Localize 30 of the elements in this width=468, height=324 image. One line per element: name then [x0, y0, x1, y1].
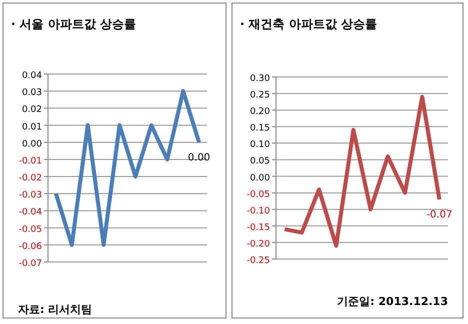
y-tick-label: -0.20 [246, 239, 270, 250]
text: 기준일: 2013.12.13 [337, 295, 448, 308]
y-tick-label: -0.01 [18, 156, 42, 166]
y-tick-label: -0.05 [18, 224, 42, 235]
y-tick-label: 0.10 [250, 140, 270, 150]
y-tick-label: 0.01 [22, 122, 42, 132]
y-tick-label: -0.25 [246, 256, 270, 266]
y-tick-label: -0.04 [18, 208, 42, 218]
chart-title: · 재건축 아파트값 상승률 [240, 17, 378, 31]
y-tick-label: -0.15 [246, 222, 270, 233]
text: 자료: 리서치팀 [18, 303, 92, 316]
y-tick-label: 0.05 [250, 156, 270, 167]
y-tick-label: 0.20 [250, 107, 270, 118]
y-tick-label: 0.02 [22, 105, 42, 116]
y-tick-label: 0.15 [250, 124, 270, 134]
data-label: 0.00 [188, 152, 210, 164]
y-tick-label: -0.06 [18, 242, 42, 252]
y-tick-label: 0.03 [22, 88, 42, 98]
y-tick-label: 0.04 [22, 71, 42, 81]
y-tick-label: -0.05 [246, 190, 270, 200]
data-label: -0.07 [426, 209, 452, 220]
y-tick-label: 0.00 [250, 173, 270, 184]
y-tick-label: -0.07 [18, 259, 42, 269]
y-tick-label: -0.03 [18, 190, 42, 201]
y-tick-label: -0.10 [246, 206, 270, 216]
y-tick-label: -0.02 [18, 174, 42, 184]
y-tick-label: 0.25 [250, 90, 270, 101]
chart-title: · 서울 아파트값 상승률 [11, 17, 136, 31]
y-tick-label: 0.30 [250, 74, 270, 84]
y-tick-label: 0.00 [22, 139, 42, 150]
